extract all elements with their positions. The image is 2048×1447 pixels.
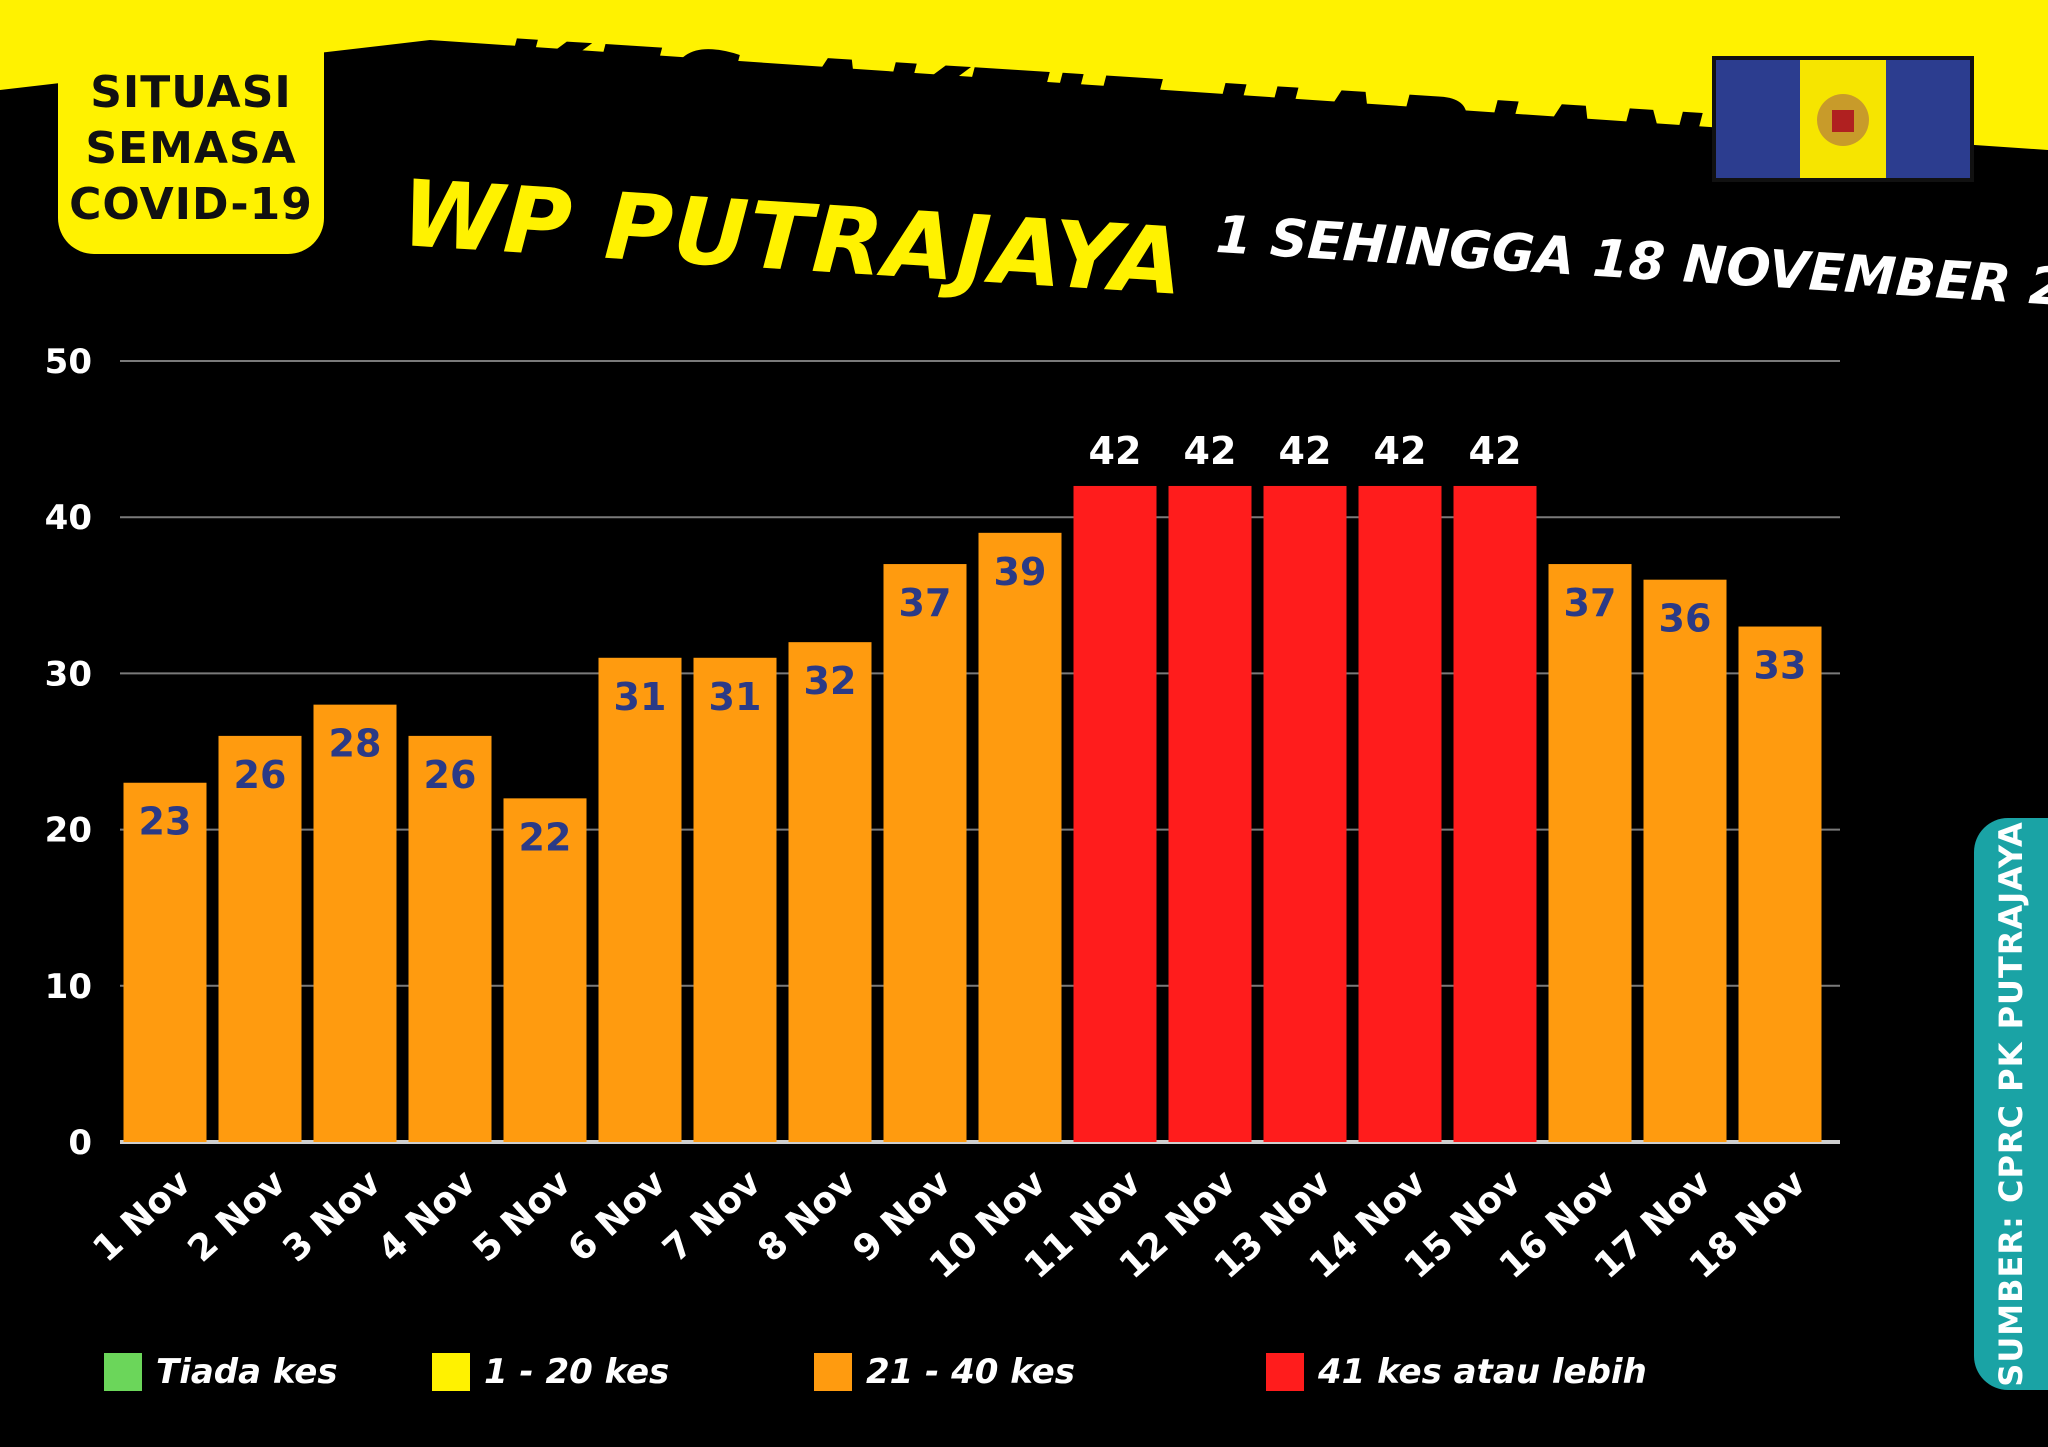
data-label: 37 <box>899 581 952 625</box>
bar <box>408 735 492 1142</box>
legend-item-41-plus: 41 kes atau lebih <box>1266 1352 1647 1392</box>
badge-line-1: SITUASI <box>90 67 292 118</box>
bar <box>598 657 682 1142</box>
data-label: 26 <box>234 753 287 797</box>
covid-situation-badge: SITUASI SEMASA COVID-19 <box>58 44 324 254</box>
data-label: 31 <box>709 675 762 719</box>
bar <box>1263 485 1347 1143</box>
legend-swatch-1-20 <box>432 1353 470 1391</box>
bar <box>1453 485 1537 1143</box>
data-label: 32 <box>804 659 857 703</box>
y-tick-label: 30 <box>45 654 92 694</box>
bar <box>788 642 872 1142</box>
data-label: 42 <box>1279 429 1332 473</box>
bar <box>1643 579 1727 1142</box>
x-tick-label: 2 Nov <box>180 1162 294 1270</box>
data-label: 23 <box>139 800 192 844</box>
putrajaya-flag-icon <box>1712 56 1974 182</box>
data-label: 42 <box>1184 429 1237 473</box>
bar <box>123 782 207 1142</box>
legend-item-no-cases: Tiada kes <box>104 1352 338 1392</box>
y-tick-label: 10 <box>45 967 92 1007</box>
bar <box>1168 485 1252 1143</box>
x-tick-label: 5 Nov <box>465 1162 579 1270</box>
data-label: 33 <box>1754 644 1807 688</box>
y-tick-label: 20 <box>45 811 92 851</box>
x-tick-label: 3 Nov <box>275 1162 389 1270</box>
bar <box>1548 564 1632 1142</box>
data-label: 42 <box>1374 429 1427 473</box>
data-label: 37 <box>1564 581 1617 625</box>
x-tick-label: 7 Nov <box>655 1162 769 1270</box>
x-tick-label: 1 Nov <box>85 1162 199 1270</box>
badge-line-3: COVID-19 <box>69 179 313 230</box>
source-label: SUMBER: CPRC PK PUTRAJAYA <box>1992 821 2030 1387</box>
data-label: 28 <box>329 722 382 766</box>
y-tick-label: 50 <box>45 342 92 382</box>
legend-swatch-no-cases <box>104 1353 142 1391</box>
data-label: 26 <box>424 753 477 797</box>
legend-swatch-41-plus <box>1266 1353 1304 1391</box>
legend-swatch-21-40 <box>814 1353 852 1391</box>
y-tick-label: 0 <box>68 1123 92 1163</box>
data-label: 36 <box>1659 597 1712 641</box>
x-tick-label: 6 Nov <box>560 1162 674 1270</box>
x-tick-label: 8 Nov <box>750 1162 864 1270</box>
bar <box>978 532 1062 1142</box>
data-label: 22 <box>519 815 572 859</box>
bar <box>693 657 777 1142</box>
bar <box>313 704 397 1142</box>
title-banner <box>0 0 2048 150</box>
bars: 23 26 28 26 22 31 31 32 37 39 42 42 42 42 42 37 36 33 <box>123 429 1822 1143</box>
legend-label-no-cases: Tiada kes <box>156 1352 338 1392</box>
legend-item-1-20: 1 - 20 kes <box>432 1352 669 1392</box>
y-axis-ticks: 0 10 20 30 40 50 <box>45 342 92 1163</box>
source-tab: SUMBER: CPRC PK PUTRAJAYA <box>1974 818 2048 1390</box>
y-tick-label: 40 <box>45 498 92 538</box>
data-label: 39 <box>994 550 1047 594</box>
data-label: 31 <box>614 675 667 719</box>
bar <box>218 735 302 1142</box>
legend-label-41-plus: 41 kes atau lebih <box>1318 1352 1647 1392</box>
bar <box>1073 485 1157 1143</box>
badge-line-2: SEMASA <box>85 123 297 174</box>
data-label: 42 <box>1089 429 1142 473</box>
legend-item-21-40: 21 - 40 kes <box>814 1352 1075 1392</box>
bar <box>503 798 587 1142</box>
legend-label-1-20: 1 - 20 kes <box>484 1352 670 1392</box>
bar <box>883 564 967 1142</box>
x-tick-label: 4 Nov <box>370 1162 484 1270</box>
bar <box>1738 626 1822 1142</box>
bar <box>1358 485 1442 1143</box>
legend-label-21-40: 21 - 40 kes <box>866 1352 1075 1392</box>
data-label: 42 <box>1469 429 1522 473</box>
